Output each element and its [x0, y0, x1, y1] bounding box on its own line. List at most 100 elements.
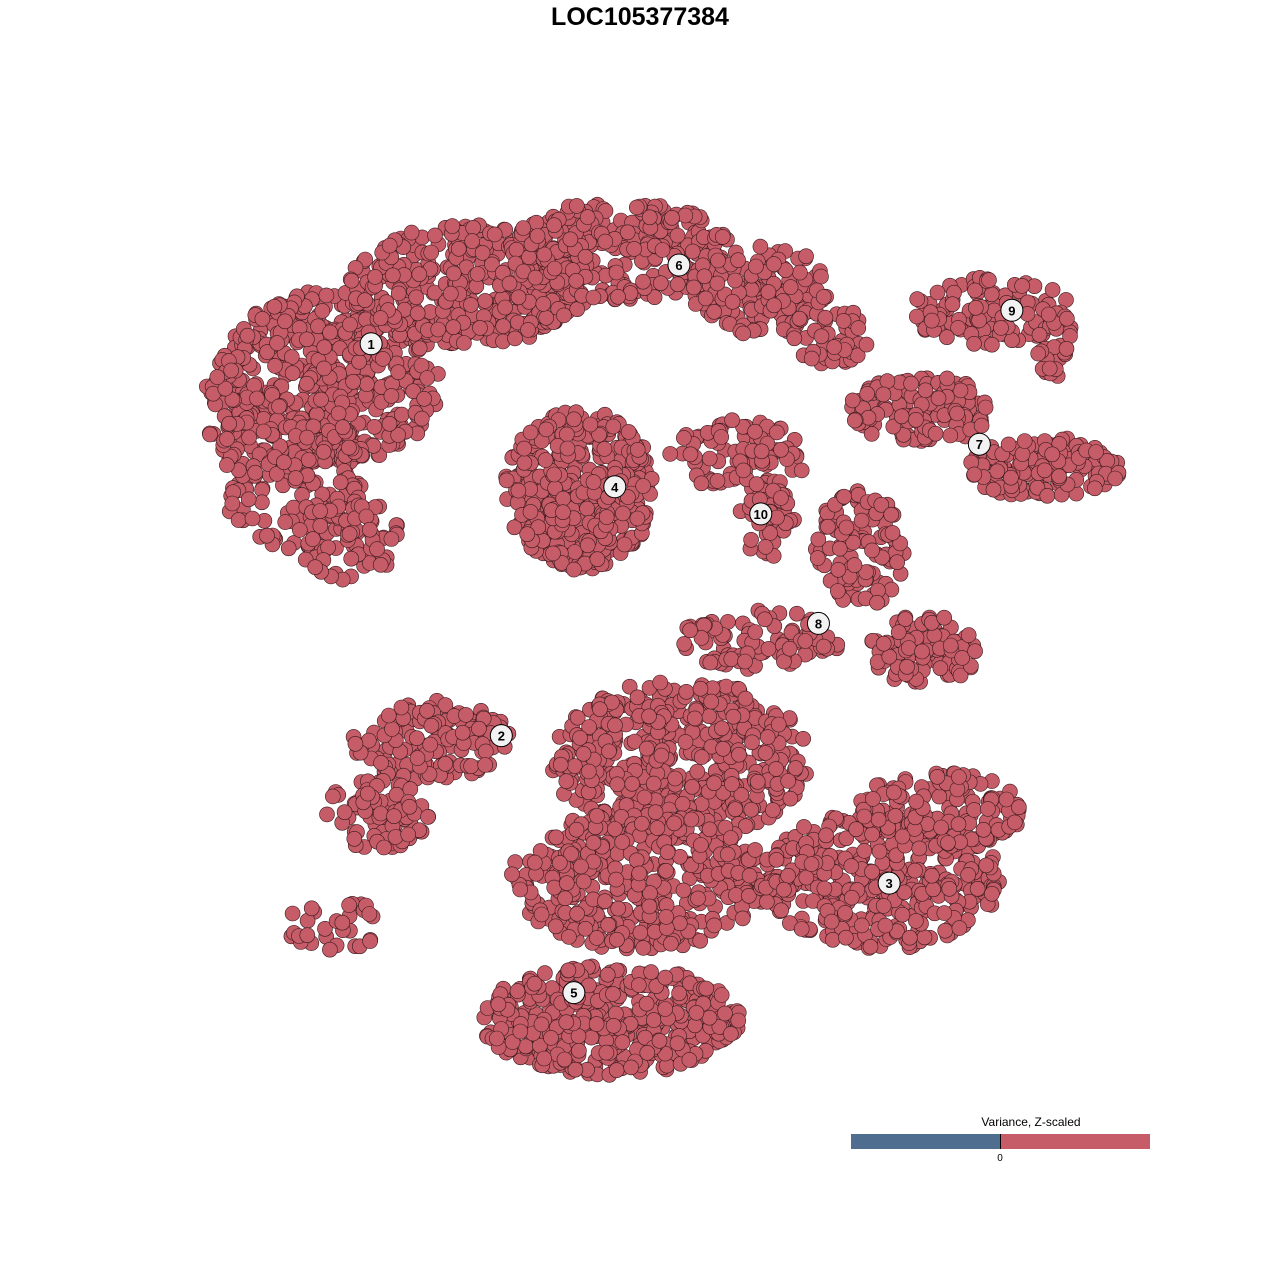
data-point — [560, 962, 577, 979]
data-point — [689, 763, 706, 780]
data-point — [984, 885, 1000, 902]
data-point — [300, 452, 317, 468]
data-point — [259, 344, 276, 360]
data-point — [507, 330, 523, 347]
data-point — [792, 264, 808, 281]
data-point — [669, 1035, 686, 1052]
data-point — [472, 320, 488, 336]
data-point — [303, 900, 320, 917]
data-point — [345, 373, 361, 390]
data-point — [367, 269, 383, 285]
data-point — [1004, 332, 1020, 349]
data-point — [686, 710, 703, 727]
data-point — [283, 349, 300, 365]
data-point — [871, 843, 888, 860]
data-point — [543, 1030, 559, 1046]
data-point — [422, 736, 439, 753]
data-point — [669, 276, 686, 293]
data-point — [756, 611, 773, 628]
data-point — [488, 1030, 505, 1047]
data-point — [558, 875, 575, 892]
data-point — [393, 406, 410, 423]
data-point — [241, 429, 257, 446]
data-point — [366, 418, 383, 435]
data-point — [859, 385, 876, 402]
data-point — [526, 975, 543, 992]
data-point — [516, 440, 533, 457]
data-point — [737, 690, 754, 707]
cluster-label-8: 8 — [806, 611, 830, 635]
data-point — [816, 880, 833, 897]
data-point — [629, 510, 646, 527]
data-point — [1107, 470, 1123, 487]
data-point — [669, 227, 686, 244]
data-point — [219, 431, 235, 447]
data-point — [936, 905, 953, 921]
data-point — [579, 500, 595, 517]
data-point — [909, 291, 926, 307]
data-point — [319, 806, 335, 823]
data-point — [747, 423, 763, 440]
data-point — [875, 898, 892, 914]
data-point — [791, 310, 808, 327]
data-point — [516, 454, 533, 471]
data-point — [916, 929, 933, 946]
data-point — [361, 521, 378, 538]
data-point — [741, 867, 758, 884]
data-point — [899, 658, 915, 675]
data-point — [676, 636, 693, 652]
data-point — [730, 1012, 747, 1029]
data-point — [536, 1050, 552, 1067]
data-point — [793, 921, 810, 937]
data-point — [780, 867, 796, 884]
data-point — [1041, 360, 1058, 377]
data-point — [930, 390, 947, 407]
data-point — [1051, 468, 1067, 485]
data-point — [940, 835, 956, 851]
data-point — [630, 977, 647, 993]
data-point — [307, 559, 324, 576]
data-point — [314, 303, 331, 319]
data-point — [267, 358, 283, 374]
data-point — [330, 405, 347, 422]
data-point — [744, 734, 760, 751]
data-point — [786, 330, 803, 347]
data-point — [209, 369, 226, 385]
data-point — [830, 561, 847, 578]
data-point — [589, 808, 605, 824]
data-point — [623, 1059, 639, 1076]
data-point — [936, 609, 953, 626]
legend-colorbar — [851, 1134, 1150, 1149]
chart-title: LOC105377384 — [551, 3, 729, 31]
data-point — [870, 811, 887, 828]
data-point — [324, 788, 341, 805]
data-point — [641, 209, 658, 226]
data-point — [240, 491, 257, 508]
cluster-label-10: 10 — [749, 502, 773, 526]
data-point — [359, 376, 375, 392]
data-point — [1039, 487, 1056, 504]
data-point — [601, 743, 617, 760]
data-point — [698, 980, 715, 997]
data-point — [907, 862, 923, 879]
data-point — [629, 689, 646, 706]
data-point — [631, 865, 648, 882]
data-point — [610, 288, 626, 305]
data-point — [605, 1018, 622, 1034]
data-point — [341, 439, 357, 456]
data-point — [848, 821, 865, 838]
data-point — [747, 842, 763, 858]
data-point — [643, 964, 659, 980]
data-point — [864, 826, 880, 843]
data-point — [247, 464, 263, 481]
data-point — [798, 248, 814, 265]
data-point — [1014, 446, 1031, 462]
data-point — [588, 1016, 605, 1032]
data-point — [869, 594, 885, 611]
data-point — [865, 791, 881, 807]
data-point — [843, 858, 860, 874]
data-point — [836, 488, 852, 505]
data-point — [1044, 282, 1061, 298]
data-point — [654, 242, 671, 258]
data-point — [533, 906, 550, 923]
